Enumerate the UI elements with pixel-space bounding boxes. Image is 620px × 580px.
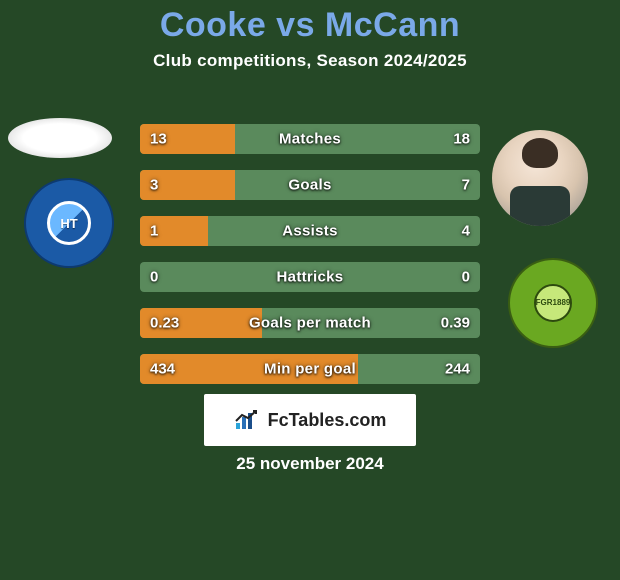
stat-row: 37Goals [140, 170, 480, 200]
stat-row: 00Hattricks [140, 262, 480, 292]
stat-right-value: 7 [462, 177, 470, 194]
club-crest-right-abbrev: FGR 1889 [534, 284, 572, 322]
fctables-logo-icon [234, 409, 262, 431]
stat-left-value: 1 [150, 223, 158, 240]
comparison-card: Cooke vs McCann Club competitions, Seaso… [0, 0, 620, 580]
snapshot-date: 25 november 2024 [0, 454, 620, 474]
stat-right-value: 244 [445, 361, 470, 378]
stat-right-value: 0 [462, 269, 470, 286]
stat-right-value: 18 [453, 131, 470, 148]
stat-bars: 1318Matches37Goals14Assists00Hattricks0.… [140, 124, 480, 400]
stat-left-value: 0.23 [150, 315, 179, 332]
club-crest-right-year: 1889 [553, 299, 571, 307]
stat-right-value: 4 [462, 223, 470, 240]
club-crest-right: FGR 1889 [508, 258, 598, 348]
source-badge[interactable]: FcTables.com [204, 394, 416, 446]
stat-left-value: 13 [150, 131, 167, 148]
stat-row: 14Assists [140, 216, 480, 246]
stat-row: 0.230.39Goals per match [140, 308, 480, 338]
stat-left-value: 3 [150, 177, 158, 194]
stat-right-value: 0.39 [441, 315, 470, 332]
source-badge-label: FcTables.com [268, 410, 387, 431]
club-crest-right-text: FGR [536, 299, 553, 307]
page-subtitle: Club competitions, Season 2024/2025 [0, 51, 620, 71]
player-right-avatar [492, 130, 588, 226]
stat-left-value: 434 [150, 361, 175, 378]
page-title: Cooke vs McCann [0, 0, 620, 45]
club-crest-left: HT [24, 178, 114, 268]
stat-left-value: 0 [150, 269, 158, 286]
stat-bar-bg [140, 262, 480, 292]
player-left-avatar [8, 118, 112, 158]
stat-row: 1318Matches [140, 124, 480, 154]
club-crest-left-abbrev: HT [47, 201, 91, 245]
stat-row: 434244Min per goal [140, 354, 480, 384]
